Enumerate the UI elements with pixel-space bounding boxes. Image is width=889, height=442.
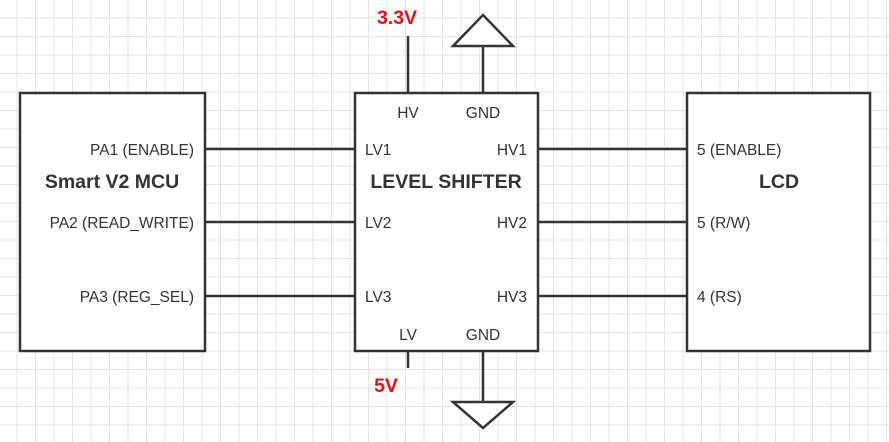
shifter-lv-pin: LV xyxy=(399,327,417,344)
lcd-box xyxy=(685,91,872,353)
shifter-hv3-pin: HV3 xyxy=(497,289,527,306)
shifter-hv-pin: HV xyxy=(397,105,419,122)
rail-5v-label: 5V xyxy=(374,375,398,397)
lcd-pin-rs: 4 (RS) xyxy=(697,289,742,306)
bottom-ground-icon xyxy=(449,400,517,430)
shifter-hv2-pin: HV2 xyxy=(497,215,527,232)
shifter-lv3-pin: LV3 xyxy=(365,289,391,306)
rail-3v3-label: 3.3V xyxy=(377,7,417,29)
shifter-lv1-pin: LV1 xyxy=(365,142,391,159)
level-shifter-box xyxy=(353,91,540,353)
mcu-box xyxy=(18,91,207,353)
shifter-bottom-gnd-pin: GND xyxy=(466,327,500,344)
lcd-title: LCD xyxy=(759,171,799,193)
top-ground-icon xyxy=(450,13,516,48)
mcu-title: Smart V2 MCU xyxy=(45,171,179,193)
shifter-title: LEVEL SHIFTER xyxy=(370,171,521,193)
mcu-pin-2: PA2 (READ_WRITE) xyxy=(50,215,194,232)
lcd-pin-enable: 5 (ENABLE) xyxy=(697,142,781,159)
shifter-hv1-pin: HV1 xyxy=(497,142,527,159)
shifter-lv2-pin: LV2 xyxy=(365,215,391,232)
mcu-pin-1: PA1 (ENABLE) xyxy=(90,142,194,159)
shifter-top-gnd-pin: GND xyxy=(466,105,500,122)
lcd-pin-rw: 5 (R/W) xyxy=(697,215,750,232)
mcu-pin-3: PA3 (REG_SEL) xyxy=(80,289,194,306)
